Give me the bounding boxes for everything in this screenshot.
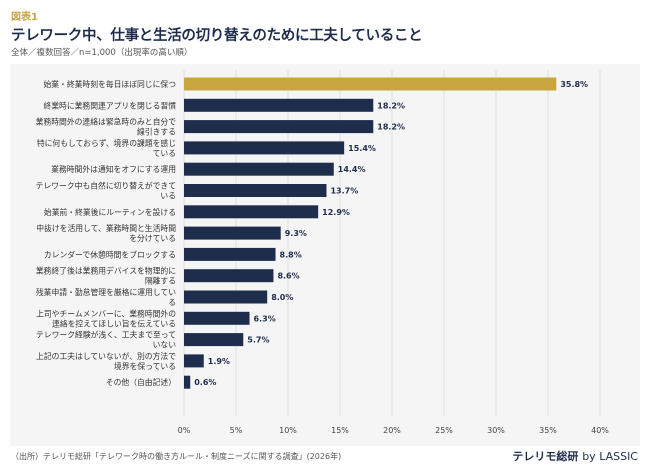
x-tick-label: 15% <box>331 426 349 435</box>
bar <box>184 375 191 389</box>
category-label: 上記の工夫はしていないが、別の方法で境界を保っている <box>36 351 176 371</box>
bar <box>184 311 250 325</box>
bar <box>184 77 557 91</box>
data-label: 18.2% <box>377 123 405 132</box>
chart-subtitle: 全体／複数回答／n=1,000（出現率の高い順） <box>11 48 193 58</box>
bar <box>184 141 345 155</box>
x-tick-label: 25% <box>435 426 453 435</box>
bar <box>184 269 274 283</box>
data-label: 14.4% <box>338 165 366 174</box>
bar <box>184 354 204 368</box>
data-label: 8.6% <box>277 272 299 281</box>
bar <box>184 290 268 304</box>
x-tick-label: 35% <box>539 426 557 435</box>
data-label: 13.7% <box>330 187 358 196</box>
source-note: （出所）テレリモ総研「テレワーク時の働き方ルール・制度ニーズに関する調査」(20… <box>11 452 342 461</box>
bar <box>184 184 327 197</box>
category-label: 業務終了後は業務用デバイスを物理的に隔離する <box>36 266 176 286</box>
bar-chart: 0% 5% 10% 15% 20% 25% 30% 35% 40% 35.8% 始業・終業時刻を毎日… <box>36 70 609 435</box>
figure-label: 図表1 <box>11 12 38 23</box>
bar <box>184 205 319 219</box>
x-tick-label: 40% <box>591 426 609 435</box>
category-label: 始業・終業時刻を毎日ほぼ同じに保つ <box>43 79 176 89</box>
bar <box>184 98 374 112</box>
x-tick-label: 30% <box>487 426 505 435</box>
category-label: 中抜けを活用して、業務時間と生活時間を分けている <box>36 223 176 243</box>
data-label: 15.4% <box>348 144 376 153</box>
bar <box>184 162 334 176</box>
data-label: 6.3% <box>254 314 276 323</box>
data-label: 0.6% <box>194 378 216 387</box>
data-label: 35.8% <box>560 80 588 89</box>
bar <box>184 333 244 347</box>
category-label: 上司やチームメンバーに、業務時間外の連絡を控えてほしい旨を伝えている <box>36 308 176 328</box>
category-label: 残業申請・勤怠管理を厳格に運用している <box>36 287 176 307</box>
category-label: 特に何もしておらず、境界の課題を感じている <box>37 138 176 158</box>
data-label: 1.9% <box>208 357 230 366</box>
chart-title: テレワーク中、仕事と生活の切り替えのために工夫していること <box>11 28 423 44</box>
x-tick-label: 0% <box>178 426 191 435</box>
brand-logo: テレリモ総研 by LASSIC <box>512 448 638 464</box>
category-label: 終業時に業務関連アプリを閉じる習慣 <box>43 100 176 110</box>
data-label: 5.7% <box>247 336 269 345</box>
category-label: テレワーク経験が浅く、工夫まで至っていない <box>36 330 176 350</box>
data-label: 9.3% <box>285 229 307 238</box>
bar <box>184 226 281 240</box>
brand-name: テレリモ総研 <box>512 450 579 463</box>
x-tick-label: 20% <box>383 426 401 435</box>
category-label: 業務時間外の連絡は緊急時のみと自分で線引きする <box>36 117 177 137</box>
chart-panel: 0% 5% 10% 15% 20% 25% 30% 35% 40% 35.8% 始業・終業時刻を毎日… <box>10 64 640 446</box>
category-label: カレンダーで休憩時間をブロックする <box>44 249 176 259</box>
category-label: その他（自由記述） <box>106 377 176 387</box>
category-label: 始業前・終業後にルーティンを設ける <box>44 207 176 217</box>
data-label: 8.0% <box>271 293 293 302</box>
x-tick-label: 10% <box>279 426 297 435</box>
data-label: 18.2% <box>377 101 405 110</box>
brand-by: by LASSIC <box>582 450 638 463</box>
bar <box>184 247 276 261</box>
data-label: 8.8% <box>280 250 302 259</box>
x-tick-label: 5% <box>230 426 243 435</box>
data-label: 12.9% <box>322 208 350 217</box>
bar <box>184 120 374 134</box>
category-label: 業務時間外は通知をオフにする運用 <box>51 164 176 174</box>
category-label: テレワーク中も自然に切り替えができている <box>36 181 176 201</box>
